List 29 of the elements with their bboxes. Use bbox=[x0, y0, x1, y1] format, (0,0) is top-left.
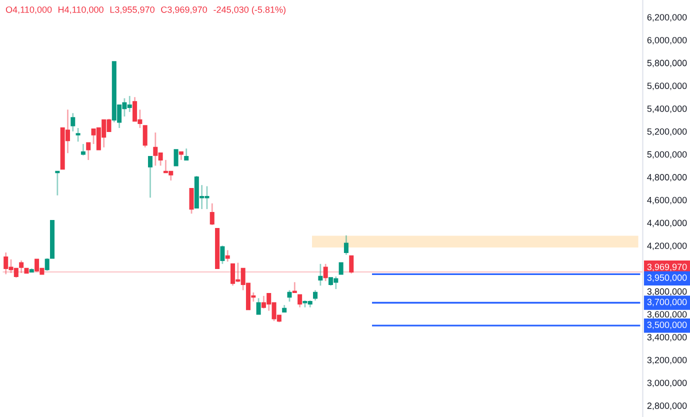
y-tick-label: 4,600,000 bbox=[647, 196, 687, 204]
y-tick-label: 3,400,000 bbox=[647, 334, 687, 342]
candlestick bbox=[174, 149, 178, 166]
annotation: L3,955,970 bbox=[110, 6, 154, 14]
y-tick-label: 5,200,000 bbox=[647, 128, 687, 136]
annotation: C3,969,970 bbox=[161, 6, 207, 14]
annotation: -245,030 (-5.81%) bbox=[214, 6, 286, 15]
ref-line-label: 3,700,000 bbox=[647, 298, 687, 306]
ref-line-label: 3,950,000 bbox=[647, 274, 687, 282]
y-tick-label: 5,800,000 bbox=[647, 60, 687, 68]
annotation: H4,110,000 bbox=[58, 6, 104, 14]
y-tick-label: 3,200,000 bbox=[647, 356, 687, 364]
y-tick-label: 3,600,000 bbox=[647, 311, 687, 319]
y-tick-label: 3,000,000 bbox=[647, 380, 687, 388]
y-tick-label: 2,800,000 bbox=[647, 402, 687, 410]
ref-line-label: 3,500,000 bbox=[647, 322, 687, 330]
candlestick bbox=[349, 255, 354, 274]
y-tick-label: 4,800,000 bbox=[647, 174, 687, 182]
y-tick-label: 6,200,000 bbox=[647, 14, 687, 22]
y-tick-label: 5,400,000 bbox=[647, 106, 687, 113]
candlestick bbox=[338, 262, 344, 275]
y-tick-label: 4,200,000 bbox=[647, 242, 687, 250]
annotation: O4,110,000 bbox=[6, 6, 52, 14]
ref-line-label: 3,969,970 bbox=[647, 264, 687, 272]
y-tick-label: 3,800,000 bbox=[647, 288, 687, 296]
y-tick-label: 5,000,000 bbox=[647, 151, 687, 159]
y-tick-label: 5,600,000 bbox=[647, 82, 687, 90]
y-tick-label: 4,400,000 bbox=[647, 220, 687, 228]
y-tick-label: 6,000,000 bbox=[647, 36, 687, 44]
